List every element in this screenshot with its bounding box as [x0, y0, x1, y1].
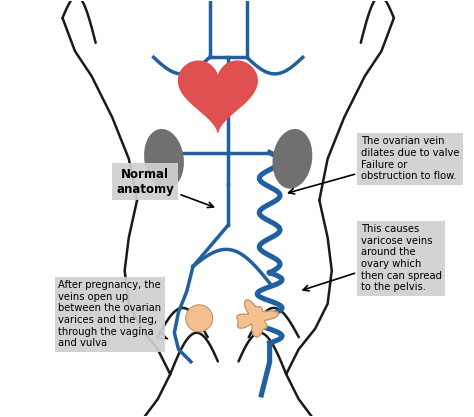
Text: Normal
anatomy: Normal anatomy [117, 168, 213, 208]
Ellipse shape [273, 129, 312, 188]
Text: The ovarian vein
dilates due to valve
Failure or
obstruction to flow.: The ovarian vein dilates due to valve Fa… [289, 136, 459, 194]
Ellipse shape [186, 305, 213, 332]
Ellipse shape [144, 129, 184, 188]
Polygon shape [179, 61, 257, 132]
Text: This causes
varicose veins
around the
ovary which
then can spread
to the pelvis.: This causes varicose veins around the ov… [303, 224, 442, 292]
Polygon shape [237, 300, 278, 337]
Text: After pregnancy, the
veins open up
between the ovarian
varices and the leg,
thro: After pregnancy, the veins open up betwe… [58, 280, 168, 348]
